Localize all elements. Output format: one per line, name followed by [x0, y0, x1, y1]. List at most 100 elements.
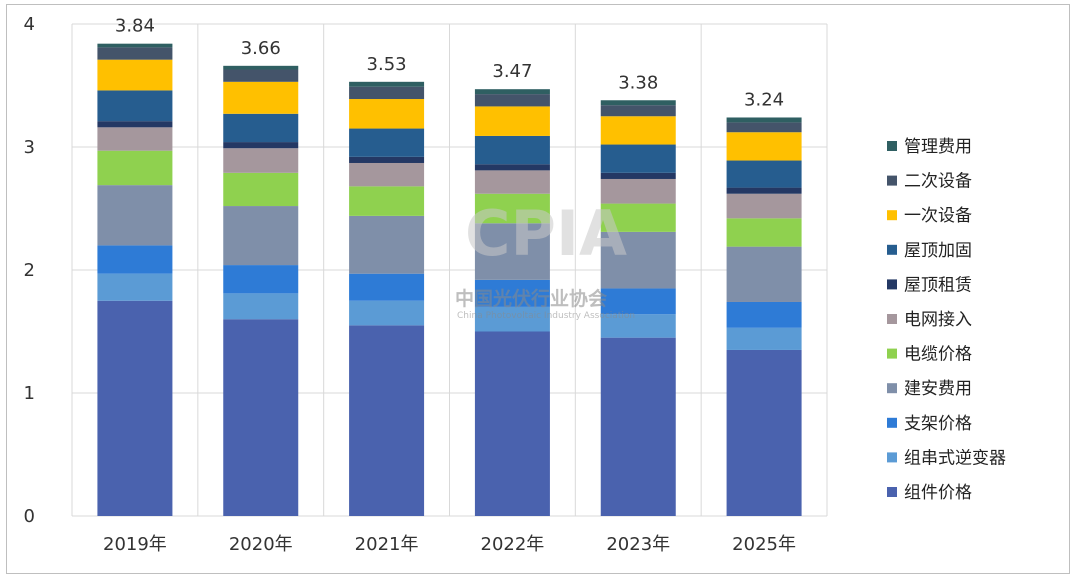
bar-segment [97, 127, 173, 151]
bar-segment [223, 113, 299, 143]
bar-segment [726, 301, 802, 328]
legend-label: 支架价格 [904, 414, 972, 434]
legend-swatch [887, 314, 897, 324]
bar-segment [223, 206, 299, 266]
bar-segment [726, 117, 802, 123]
bar-segment [97, 47, 173, 60]
labels: 0 1 2 3 4 2019年 3.84 2020年 3.66 2021年 3.53 2022年 3.4… [24, 14, 796, 555]
legend-swatch [887, 417, 897, 428]
grid-lines [71, 23, 828, 517]
watermark-name-cn: 中国光伏行业协会 [455, 287, 607, 310]
bar-segment [726, 246, 802, 302]
bar-segment [349, 128, 425, 157]
bar-segment [474, 223, 550, 280]
bar-segment [97, 245, 173, 274]
legend-swatch [887, 279, 897, 290]
bar-segment [349, 156, 425, 163]
bar-segment [600, 231, 676, 289]
bar-segment [600, 203, 676, 232]
bar-segment [474, 331, 550, 516]
watermark-logo: CPIA [465, 197, 627, 270]
bar-segment [97, 90, 173, 122]
legend-item: 建安费用 [887, 379, 972, 399]
bar-segment [223, 265, 299, 294]
legend-item: 电缆价格 [887, 345, 972, 365]
legend-label: 屋顶租赁 [904, 275, 972, 295]
bar-segment [726, 218, 802, 247]
bar-segment [97, 300, 173, 516]
bar-stack [600, 100, 676, 516]
bar-segment [223, 81, 299, 114]
bar-segment [349, 325, 425, 516]
legend-label: 一次设备 [904, 206, 972, 226]
bar-segment [349, 86, 425, 100]
legend-swatch [887, 383, 897, 394]
legend-item: 管理费用 [887, 137, 972, 157]
legend-swatch [887, 348, 897, 359]
x-tick-label: 2023年 [606, 534, 670, 555]
bar-segment [600, 172, 676, 179]
x-tick-label: 2020年 [229, 534, 293, 555]
x-tick-label: 2021年 [355, 534, 419, 555]
y-tick-label: 1 [24, 383, 35, 404]
bar-segment [474, 164, 550, 171]
legend-label: 组件价格 [904, 483, 972, 503]
bar-segment [600, 144, 676, 173]
bar-segment [726, 349, 802, 516]
bar-stack [223, 65, 299, 516]
bar-segment [223, 69, 299, 82]
legend-swatch [887, 244, 897, 255]
total-data-label: 3.47 [492, 61, 532, 82]
bar-segment [600, 116, 676, 145]
legend-swatch [887, 175, 897, 186]
total-data-label: 3.84 [115, 16, 155, 37]
total-data-label: 3.24 [744, 89, 784, 110]
watermark: CPIA 中国光伏行业协会 China Photovoltaic Industr… [455, 197, 635, 321]
bar-segment [726, 160, 802, 188]
bar-segment [223, 142, 299, 149]
bar-segment [97, 185, 173, 246]
legend-item: 组件价格 [887, 483, 972, 503]
bar-segment [726, 132, 802, 161]
legend-item: 屋顶加固 [887, 241, 972, 261]
bar-segment [600, 288, 676, 315]
stacked-bar-chart: CPIA 中国光伏行业协会 China Photovoltaic Industr… [24, 14, 1006, 555]
bar-segment [474, 193, 550, 224]
bar-segment [97, 273, 173, 301]
bar-segment [600, 100, 676, 106]
bar-segment [349, 81, 425, 87]
legend-label: 电缆价格 [904, 345, 972, 365]
bar-segment [97, 59, 173, 91]
bar-segment [600, 314, 676, 338]
bar-segment [97, 121, 173, 128]
legend-item: 电网接入 [887, 310, 972, 330]
bar-segment [474, 89, 550, 95]
y-tick-label: 4 [24, 14, 35, 35]
bar-segment [726, 327, 802, 350]
bar-segment [349, 300, 425, 326]
x-tick-label: 2025年 [732, 534, 796, 555]
total-data-label: 3.53 [367, 54, 407, 75]
bar-segment [600, 178, 676, 204]
bar-segment [223, 319, 299, 516]
legend-item: 支架价格 [887, 414, 972, 434]
bar-segment [223, 293, 299, 320]
bar-segment [474, 135, 550, 165]
bar-segment [223, 65, 299, 70]
legend-item: 一次设备 [887, 206, 972, 226]
bar-segment [349, 186, 425, 216]
bar-segment [600, 105, 676, 117]
bar-segment [474, 94, 550, 107]
legend-item: 组串式逆变器 [887, 448, 1006, 468]
bar-segment [349, 215, 425, 274]
x-tick-label: 2022年 [481, 534, 545, 555]
bar-segment [726, 193, 802, 219]
bar-segment [97, 43, 173, 48]
legend-label: 二次设备 [904, 172, 972, 192]
legend-label: 建安费用 [904, 379, 972, 399]
bar-stack [726, 117, 802, 516]
bar-stack [97, 43, 173, 516]
y-tick-label: 0 [24, 506, 35, 527]
bar-segment [726, 122, 802, 133]
legend-label: 电网接入 [904, 310, 972, 330]
